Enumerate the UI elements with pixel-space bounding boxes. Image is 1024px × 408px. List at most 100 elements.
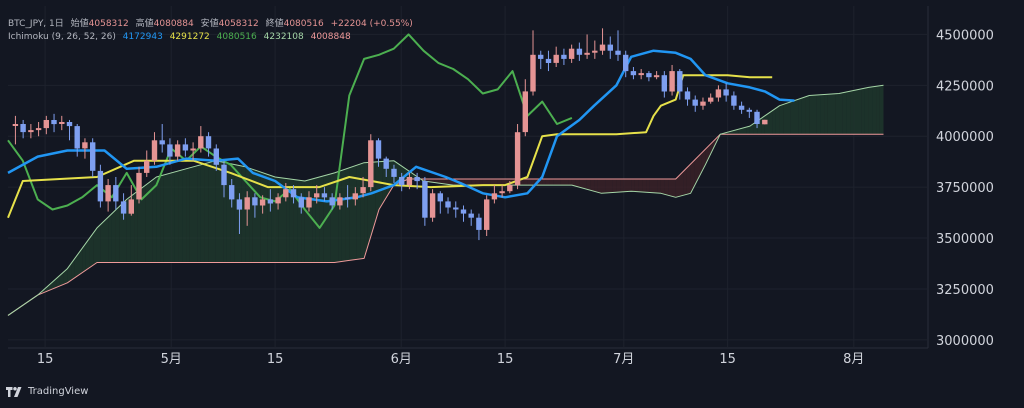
- candle-body: [28, 130, 34, 133]
- cloud-segment: [494, 179, 498, 186]
- candle-body: [545, 58, 552, 63]
- price-tick-label: 3750000: [936, 181, 994, 196]
- cloud-segment: [438, 179, 442, 184]
- tradingview-logo[interactable]: TradingView: [6, 386, 88, 397]
- candle-body: [406, 177, 413, 186]
- cloud-segment: [482, 179, 487, 186]
- indicator-name: Ichimoku (9, 26, 52, 26): [8, 32, 116, 42]
- cloud-segment: [163, 173, 168, 263]
- close-label: 終値: [265, 19, 284, 29]
- price-tick-label: 4000000: [936, 130, 994, 145]
- candle-body: [568, 48, 575, 59]
- cloud-segment: [738, 128, 743, 135]
- cloud-segment: [234, 164, 238, 263]
- cloud-segment: [657, 179, 661, 194]
- cloud-segment: [497, 179, 502, 186]
- cloud-segment: [794, 99, 799, 135]
- candle-body: [738, 105, 745, 110]
- cloud-segment: [330, 172, 335, 263]
- cloud-segment: [742, 127, 747, 135]
- close-value: 4080516: [283, 19, 324, 29]
- candle-body: [182, 144, 189, 151]
- cloud-segment: [338, 170, 342, 262]
- symbol-label: BTC_JPY, 1日: [8, 19, 64, 29]
- time-axis[interactable]: 15 5月 15 6月 15 7月 15 8月: [37, 352, 865, 367]
- candle-body: [723, 89, 729, 96]
- price-axis[interactable]: 4500000 4250000 4000000 3750000 3500000 32500…: [936, 28, 994, 348]
- cloud-segment: [278, 177, 283, 263]
- cloud-segment: [568, 179, 572, 186]
- cloud-segment: [850, 90, 854, 135]
- cloud-segment: [839, 92, 843, 135]
- cloud-segment: [853, 89, 858, 135]
- cloud-segment: [660, 179, 665, 195]
- cloud-segment: [475, 179, 480, 186]
- cloud-segment: [597, 179, 602, 194]
- cloud-segment: [668, 179, 672, 197]
- cloud-segment: [549, 179, 554, 186]
- cloud-segment: [260, 171, 264, 263]
- candle-body: [638, 73, 644, 76]
- indicator-legend[interactable]: Ichimoku (9, 26, 52, 26) 4172943 4291272…: [8, 32, 355, 42]
- candle-body: [553, 54, 559, 63]
- candle-body: [375, 140, 382, 159]
- cloud-segment: [71, 258, 75, 281]
- candle-body: [530, 54, 536, 92]
- price-tick-label: 3000000: [936, 334, 994, 349]
- candle-body: [159, 140, 165, 145]
- cloud-segment: [790, 100, 795, 135]
- candle-body: [252, 197, 258, 206]
- cloud-segment: [45, 285, 49, 292]
- cloud-segment: [705, 145, 710, 165]
- cloud-segment: [620, 179, 624, 192]
- cloud-segment: [137, 188, 142, 263]
- candle-body: [437, 193, 443, 202]
- cloud-segment: [93, 227, 97, 265]
- cloud-segment: [282, 178, 287, 263]
- cloud-segment: [846, 91, 851, 135]
- cloud-segment: [141, 185, 146, 263]
- candle-body: [653, 75, 660, 78]
- cloud-segment: [579, 179, 583, 189]
- cloud-segment: [594, 179, 598, 193]
- cloud-segment: [468, 179, 472, 186]
- candle-body: [453, 207, 459, 210]
- candle-body: [113, 185, 119, 202]
- candle-body: [314, 193, 320, 198]
- cloud-segment: [749, 123, 754, 135]
- cloud-segment: [379, 161, 383, 210]
- cloud-segment: [664, 179, 669, 196]
- time-tick-label: 15: [497, 352, 514, 367]
- candle-body: [74, 126, 80, 149]
- cloud-segment: [111, 210, 116, 263]
- cloud-segment: [553, 179, 557, 186]
- candle-body: [205, 136, 212, 149]
- cloud-segment: [115, 206, 120, 263]
- candle-body: [391, 168, 397, 177]
- candle-body: [476, 217, 482, 230]
- cloud-segment: [174, 170, 179, 263]
- candle-body: [522, 91, 528, 133]
- low-label: 安値: [200, 19, 219, 29]
- candle-body: [236, 199, 243, 210]
- cloud-segment: [557, 179, 561, 186]
- candle-body: [692, 99, 698, 106]
- cloud-segment: [353, 165, 357, 260]
- cloud-segment: [609, 179, 613, 193]
- candle-body: [538, 54, 544, 59]
- cloud-segment: [319, 175, 324, 263]
- candle-body: [267, 199, 274, 204]
- cloud-segment: [249, 168, 253, 263]
- cloud-segment: [571, 179, 576, 187]
- cloud-segment: [226, 163, 231, 263]
- span-b-value: 4008848: [310, 32, 351, 42]
- candle-body: [429, 193, 436, 218]
- open-label: 始値: [70, 19, 89, 29]
- candle-body: [592, 50, 598, 53]
- tenkan-value: 4172943: [122, 32, 163, 42]
- cloud-segment: [160, 174, 164, 263]
- cloud-segment: [471, 179, 476, 186]
- cloud-segment: [627, 179, 632, 192]
- cloud-segment: [286, 178, 290, 263]
